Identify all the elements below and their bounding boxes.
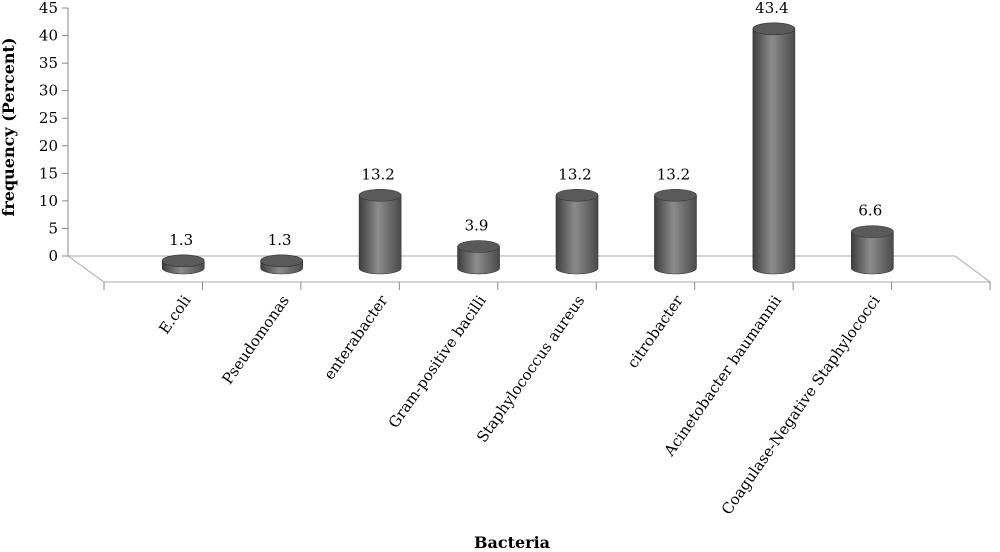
- category-label: Acinetobacter baumannii: [660, 292, 785, 460]
- bar-body: [654, 194, 697, 275]
- bar-top: [457, 240, 500, 253]
- y-tick-label: 15: [39, 164, 58, 182]
- bar-body: [457, 246, 500, 275]
- bar-top: [260, 254, 303, 268]
- category-label: E.coli: [155, 292, 194, 338]
- y-axis-title: frequency (Percent): [0, 37, 18, 216]
- category-label: Gram-positive bacilli: [385, 292, 490, 432]
- data-label: 6.6: [858, 202, 882, 220]
- bar: [457, 240, 500, 275]
- y-tick-label: 30: [39, 82, 58, 100]
- y-tick-label: 45: [39, 0, 58, 17]
- bar-top: [851, 225, 894, 238]
- y-tick-label: 20: [39, 137, 58, 155]
- y-tick-label: 5: [48, 219, 58, 237]
- category-label: enterabacter: [320, 291, 392, 383]
- category-label: Coagulase-Negative Staphylococci: [718, 292, 884, 518]
- bar: [654, 188, 697, 275]
- category-label: Staphylococcus aureus: [473, 292, 588, 446]
- bar-top: [555, 188, 599, 202]
- y-tick-label: 35: [39, 54, 58, 72]
- data-label: 1.3: [268, 231, 292, 249]
- data-label: 13.2: [361, 165, 394, 183]
- y-tick-label: 10: [39, 192, 58, 210]
- data-label: 13.2: [558, 165, 591, 183]
- bar: [851, 225, 894, 275]
- bars: [161, 22, 894, 275]
- bar-body: [752, 28, 796, 275]
- y-tick-label: 40: [39, 27, 58, 45]
- y-tick-label: 25: [39, 109, 58, 127]
- y-tick-label: 0: [48, 247, 58, 265]
- bar-top: [654, 188, 697, 202]
- bar-top: [161, 254, 205, 268]
- x-axis-title: Bacteria: [474, 533, 550, 552]
- bar-top: [358, 188, 402, 202]
- category-label: Pseudomonas: [218, 292, 292, 388]
- data-label: 3.9: [465, 217, 489, 235]
- category-label: citrobacter: [624, 291, 688, 371]
- bar: [555, 188, 599, 275]
- data-label: 13.2: [657, 165, 690, 183]
- bar-body: [555, 194, 599, 275]
- data-label: 43.4: [755, 0, 788, 17]
- bar: [161, 254, 205, 275]
- bar: [752, 22, 796, 275]
- bar-top: [752, 22, 796, 36]
- bar: [358, 188, 402, 275]
- bar-body: [851, 231, 894, 275]
- data-label: 1.3: [169, 231, 193, 249]
- bar: [260, 254, 303, 275]
- bar-body: [358, 194, 402, 275]
